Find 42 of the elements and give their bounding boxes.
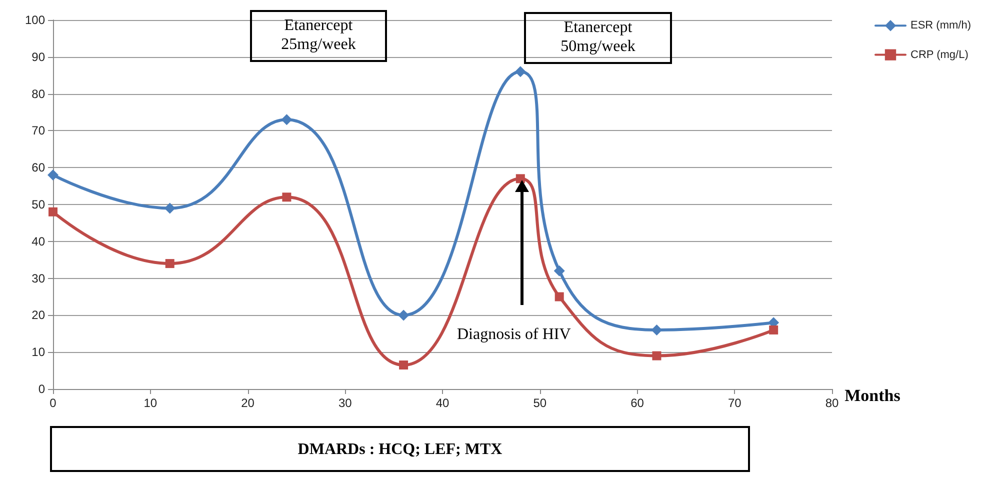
y-tick-label: 100 (24, 13, 46, 27)
y-tick-label: 90 (32, 50, 46, 64)
point (281, 114, 292, 126)
y-tick-label: 50 (32, 198, 46, 212)
x-tick-label: 80 (825, 396, 839, 410)
legend-label: ESR (mm/h) (910, 20, 971, 32)
point (554, 265, 565, 276)
x-tick-label: 40 (436, 396, 450, 410)
x-tick-label: 0 (50, 396, 57, 410)
point (554, 292, 564, 302)
point (165, 259, 174, 268)
point (514, 66, 526, 78)
x-tick-label: 20 (241, 396, 255, 410)
y-tick-label: 70 (32, 124, 46, 138)
point (769, 325, 778, 334)
x-tick-label: 30 (338, 396, 352, 410)
annotation: Etanercept 50mg/week (524, 12, 672, 64)
point (652, 351, 662, 360)
point (48, 169, 58, 180)
point (48, 207, 58, 216)
y-tick-label: 80 (32, 86, 46, 101)
x-tick-label: 10 (144, 396, 158, 410)
y-tick-label: 60 (32, 160, 46, 175)
point (516, 174, 525, 184)
legend-label: CRP (mg/L) (910, 48, 968, 61)
x-tick-label: 60 (630, 396, 644, 410)
x-axis-title: Months (844, 386, 901, 405)
y-tick-label: 0 (38, 382, 46, 396)
annotation: Diagnosis of HIV (457, 326, 571, 344)
y-tick-label: 40 (32, 234, 46, 248)
point (164, 202, 176, 214)
text: DMARDs : HCQ; LEF; MTX (50, 426, 750, 472)
point (651, 324, 662, 336)
y-tick-label: 20 (32, 308, 46, 322)
y-tick-label: 10 (32, 345, 46, 360)
x-tick-label: 70 (728, 396, 742, 410)
point (398, 310, 410, 321)
x-tick-label: 50 (533, 396, 547, 410)
point (282, 192, 292, 202)
point (399, 360, 408, 370)
annotation: Etanercept 25mg/week (250, 10, 387, 62)
y-tick-label: 30 (32, 271, 46, 286)
